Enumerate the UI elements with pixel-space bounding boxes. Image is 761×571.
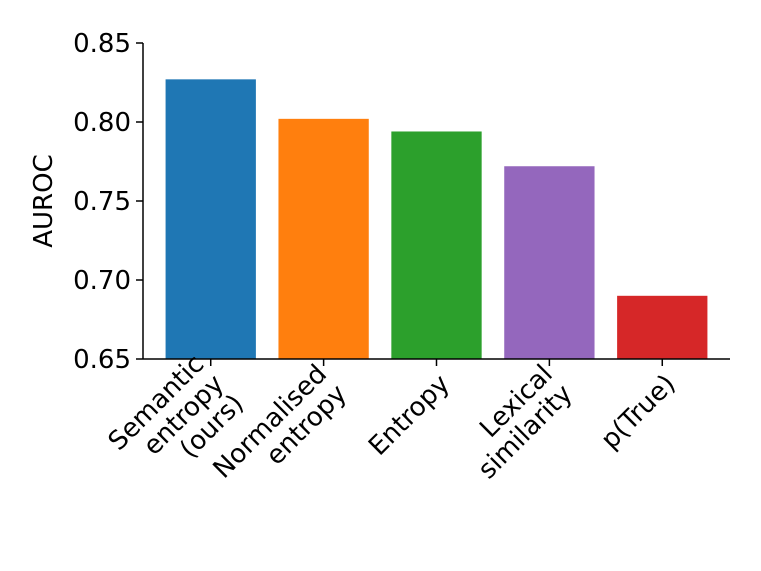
y-tick-label-1: 0.70 xyxy=(73,266,131,296)
x-tick-label-line: p(True) xyxy=(595,369,681,455)
y-tick-label-3: 0.80 xyxy=(73,108,131,138)
y-ticks: 0.65 0.70 0.75 0.80 0.85 xyxy=(73,29,143,375)
x-tick-label-4: p(True) xyxy=(595,369,681,455)
y-tick-label-2: 0.75 xyxy=(73,187,131,217)
bar-1 xyxy=(278,118,369,359)
bar-3 xyxy=(504,166,595,359)
bar-2 xyxy=(391,131,482,359)
bars-layer xyxy=(165,79,708,359)
bar-4 xyxy=(617,295,708,359)
x-tick-label-3: Lexicalsimilarity xyxy=(453,359,579,485)
x-tick-label-2: Entropy xyxy=(363,369,456,462)
bar-0 xyxy=(165,79,256,359)
x-ticks: Semanticentropy(ours)Normalisedentropy En… xyxy=(103,349,682,504)
y-axis-label: AUROC xyxy=(29,154,59,248)
y-tick-label-4: 0.85 xyxy=(73,29,131,59)
x-tick-label-line: Entropy xyxy=(363,369,456,462)
y-tick-label-0: 0.65 xyxy=(73,345,131,375)
x-tick-label-1: Normalisedentropy xyxy=(208,359,353,504)
